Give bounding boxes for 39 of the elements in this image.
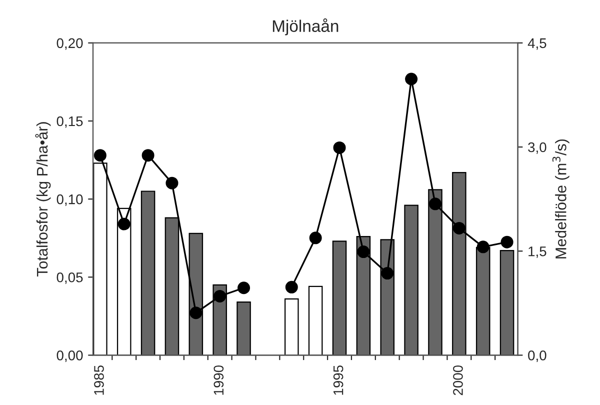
x-tick-label: 1990: [214, 365, 224, 395]
y-tick-label: 0,00: [56, 350, 83, 362]
point: [476, 240, 490, 254]
point: [190, 306, 202, 320]
x-tick-label: 1995: [333, 365, 344, 395]
x-tick-label: 1985: [94, 365, 104, 395]
y-tick-label: 0,15: [56, 116, 83, 128]
bar: [332, 240, 347, 356]
y2-tick-label: 1,5: [528, 246, 546, 258]
point: [428, 198, 442, 210]
y-axis-title: Totalfosfor (kg P/ha•år): [35, 122, 51, 277]
y2-tick-label: 0,0: [528, 350, 546, 362]
y2-axis-title: Medelflöde (m$^{3}$/s): [552, 139, 570, 258]
point: [452, 222, 466, 234]
point: [333, 141, 346, 154]
point: [285, 280, 298, 294]
y2-tick-label: 3,0: [528, 142, 546, 154]
y-tick-label: 0,10: [56, 194, 83, 206]
bar: [236, 302, 251, 356]
point: [405, 72, 418, 86]
y2-tick-label: 4,5: [528, 38, 546, 50]
y-tick-label: 0,05: [56, 272, 83, 284]
point: [500, 236, 514, 248]
bar: [404, 204, 418, 356]
bar: [284, 298, 299, 356]
point: [118, 218, 130, 230]
point: [214, 290, 226, 302]
bar: [140, 190, 156, 356]
bar: [308, 286, 323, 356]
point: [309, 232, 322, 244]
point: [166, 176, 178, 190]
point: [142, 149, 154, 162]
chart-title: Mjölnaån: [272, 18, 338, 36]
x-tick-label: 2000: [453, 365, 463, 396]
point: [238, 282, 250, 294]
y-tick-label: 0,20: [56, 38, 83, 50]
point: [381, 267, 394, 280]
point: [357, 246, 370, 258]
point: [94, 149, 106, 162]
